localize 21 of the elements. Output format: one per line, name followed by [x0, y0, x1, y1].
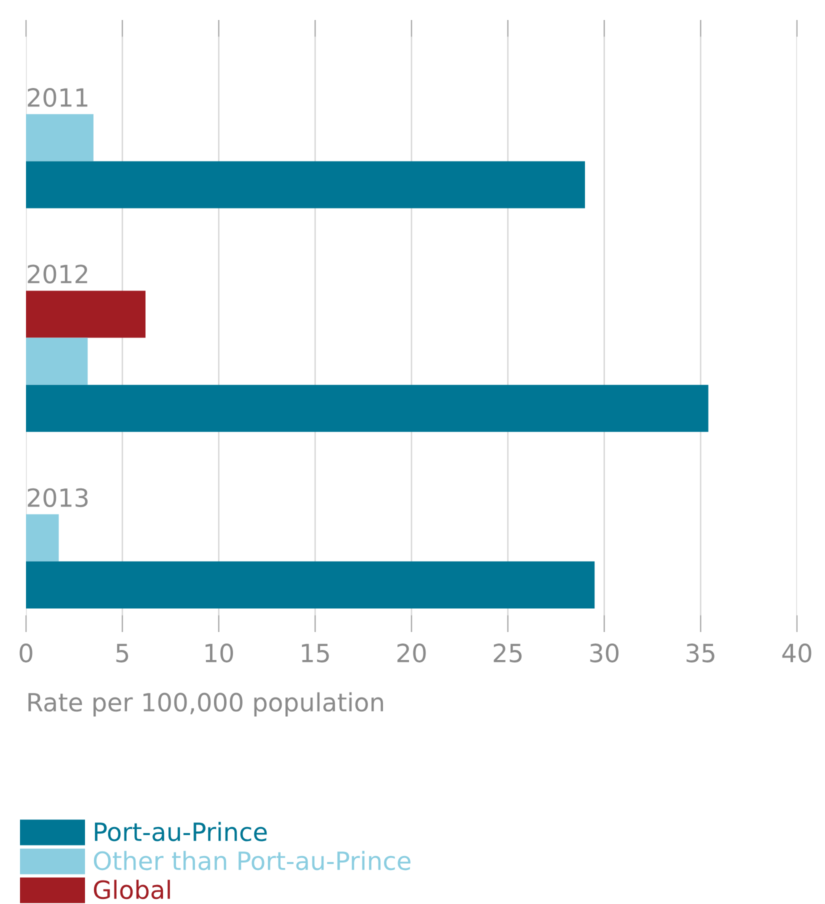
legend-label: Global — [94, 880, 170, 900]
legend-label: Other than Port-au-Prince — [94, 850, 410, 870]
legend-label: Port-au-Prince — [94, 822, 267, 842]
x-axis-title: Rate per 100,000 population — [28, 692, 383, 716]
bar — [26, 114, 94, 162]
bar — [26, 514, 59, 562]
bar — [26, 161, 585, 208]
x-tick-label: 35 — [686, 644, 714, 662]
y-tick-label: 2012 — [28, 264, 88, 284]
x-tick-label: 15 — [302, 644, 329, 662]
bar — [26, 561, 595, 608]
x-tick-label: 10 — [206, 644, 233, 662]
x-tick-label: 20 — [397, 644, 426, 662]
y-tick-label: 2013 — [28, 488, 88, 508]
x-tick-label: 0 — [20, 644, 32, 662]
x-tick-label: 30 — [590, 644, 618, 662]
bar — [26, 290, 146, 338]
x-tick-label: 5 — [116, 644, 128, 662]
x-tick-label: 25 — [494, 644, 522, 662]
y-tick-label: 2011 — [28, 88, 88, 107]
x-tick-label: 40 — [782, 644, 812, 662]
